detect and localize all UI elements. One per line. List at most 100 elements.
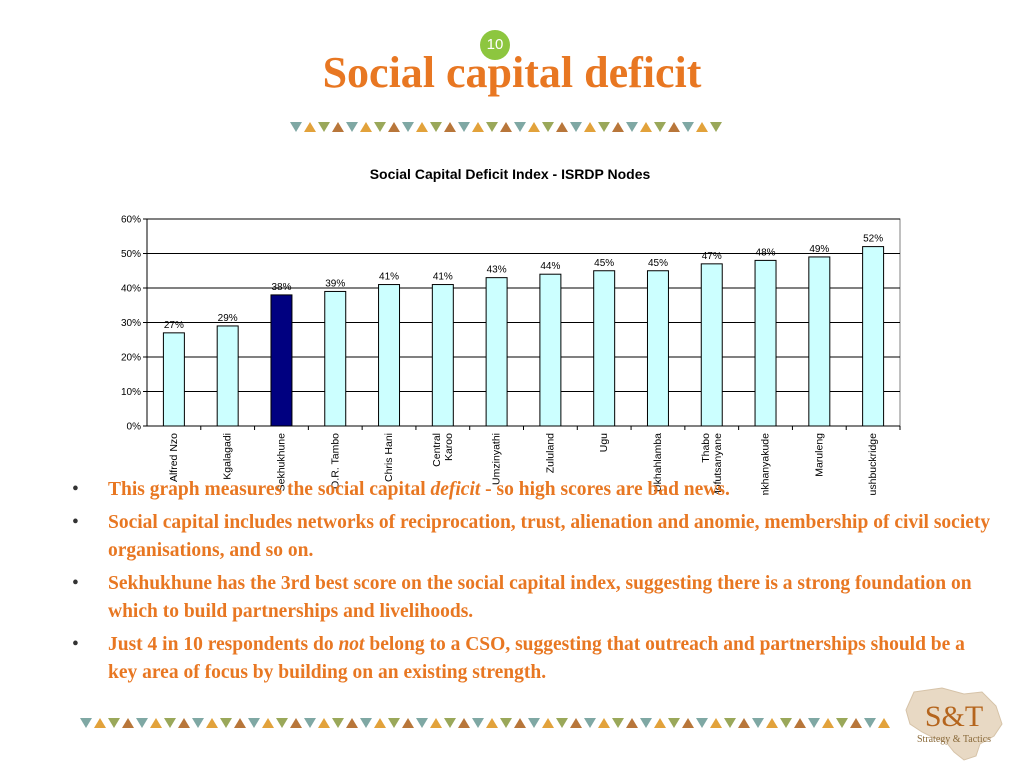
x-tick-label: Ukhahlamba xyxy=(652,433,664,492)
band-triangle xyxy=(178,718,190,728)
band-triangle xyxy=(80,718,92,728)
bar xyxy=(808,256,831,427)
x-tick-label: Ugu xyxy=(598,433,610,452)
band-triangle xyxy=(136,718,148,728)
bullet-text: - so high scores are bad news. xyxy=(480,479,730,500)
bar xyxy=(593,270,616,427)
band-triangle xyxy=(346,718,358,728)
bar xyxy=(700,263,723,427)
bullet-item: • Just 4 in 10 respondents do not belong … xyxy=(72,631,992,687)
data-label: 47% xyxy=(702,251,722,262)
y-tick-label: 40% xyxy=(121,284,141,295)
x-tick-label-line: Kgalagadi xyxy=(222,433,234,480)
data-label: 48% xyxy=(756,247,776,258)
band-triangle xyxy=(836,718,848,728)
x-tick-label-line: Thabo xyxy=(700,433,712,463)
bar xyxy=(216,325,239,427)
x-tick-label: O.R. Tambo xyxy=(329,433,341,489)
band-triangle xyxy=(738,718,750,728)
band-triangle xyxy=(472,718,484,728)
bar xyxy=(754,259,777,427)
band-triangle xyxy=(612,122,624,132)
band-triangle xyxy=(528,122,540,132)
band-triangle xyxy=(122,718,134,728)
band-triangle xyxy=(654,718,666,728)
band-triangle xyxy=(332,122,344,132)
y-tick-label: 30% xyxy=(121,318,141,329)
band-triangle xyxy=(290,122,302,132)
x-tick-label-line: Ukhahlamba xyxy=(652,433,664,492)
band-triangle xyxy=(416,718,428,728)
band-triangle xyxy=(612,718,624,728)
data-label: 45% xyxy=(594,258,614,269)
band-triangle xyxy=(668,718,680,728)
x-tick-label-line: Alfred Nzo xyxy=(168,433,180,482)
data-label: 29% xyxy=(218,313,238,324)
band-triangle xyxy=(94,718,106,728)
band-triangle xyxy=(206,718,218,728)
band-triangle xyxy=(696,122,708,132)
band-triangle xyxy=(500,122,512,132)
bullet-text: Just 4 in 10 respondents do xyxy=(108,634,339,655)
x-tick-label: Maruleng xyxy=(813,433,825,477)
band-triangle xyxy=(486,122,498,132)
data-label: 38% xyxy=(271,282,291,293)
bullet-text: belong to a CSO, suggesting that outreac… xyxy=(108,634,965,683)
bullet-text: Social capital includes networks of reci… xyxy=(108,512,991,561)
bullet-item: • Social capital includes networks of rec… xyxy=(72,509,992,565)
band-triangle xyxy=(192,718,204,728)
bottom-decorative-band xyxy=(80,718,890,728)
band-triangle xyxy=(150,718,162,728)
band-triangle xyxy=(332,718,344,728)
band-triangle xyxy=(346,122,358,132)
x-tick-label-line: Chris Hani xyxy=(383,433,395,482)
band-triangle xyxy=(710,718,722,728)
band-triangle xyxy=(458,122,470,132)
x-tick-label-line: Mofutsanyane xyxy=(712,433,724,495)
x-tick-label: Umzinyathi xyxy=(491,433,503,485)
band-triangle xyxy=(878,718,890,728)
data-label: 44% xyxy=(540,261,560,272)
band-triangle xyxy=(304,122,316,132)
band-triangle xyxy=(584,718,596,728)
logo-mark: S&T xyxy=(925,700,983,733)
band-triangle xyxy=(318,122,330,132)
band-triangle xyxy=(668,122,680,132)
bar xyxy=(539,273,562,427)
band-triangle xyxy=(822,718,834,728)
bar xyxy=(378,284,401,427)
band-triangle xyxy=(444,718,456,728)
y-tick-label: 60% xyxy=(121,215,141,226)
x-tick-label-line: Zululand xyxy=(544,433,556,473)
band-triangle xyxy=(108,718,120,728)
band-triangle xyxy=(640,122,652,132)
x-tick-label-line: O.R. Tambo xyxy=(329,433,341,489)
bar xyxy=(162,332,185,427)
band-triangle xyxy=(388,122,400,132)
bullet-marker: • xyxy=(72,479,79,500)
page-title: Social capital deficit xyxy=(322,48,702,97)
band-triangle xyxy=(850,718,862,728)
bullet-text: This graph measures the social capital xyxy=(108,479,431,500)
band-triangle xyxy=(626,718,638,728)
africa-map-icon xyxy=(905,687,1003,761)
band-triangle xyxy=(682,122,694,132)
y-tick-label: 0% xyxy=(127,422,142,433)
x-tick-label-line: Karoo xyxy=(443,433,455,461)
band-triangle xyxy=(402,122,414,132)
bullet-list: • This graph measures the social capital … xyxy=(72,476,992,692)
bar xyxy=(485,277,508,427)
x-tick-label: Chris Hani xyxy=(383,433,395,482)
top-decorative-band xyxy=(290,122,722,132)
bullet-item: • Sekhukhune has the 3rd best score on th… xyxy=(72,570,992,626)
band-triangle xyxy=(374,718,386,728)
band-triangle xyxy=(360,122,372,132)
band-triangle xyxy=(248,718,260,728)
band-triangle xyxy=(276,718,288,728)
band-triangle xyxy=(570,122,582,132)
band-triangle xyxy=(780,718,792,728)
st-logo: S&T Strategy & Tactics xyxy=(905,687,1003,761)
band-triangle xyxy=(682,718,694,728)
band-triangle xyxy=(766,718,778,728)
band-triangle xyxy=(374,122,386,132)
